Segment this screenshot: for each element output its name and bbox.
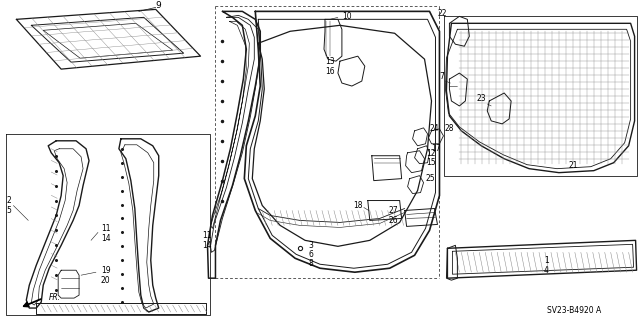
Text: 24: 24 xyxy=(429,124,439,133)
Text: 18: 18 xyxy=(353,201,363,210)
Text: 19: 19 xyxy=(101,266,111,275)
Text: 20: 20 xyxy=(101,276,111,285)
Text: FR.: FR. xyxy=(49,293,61,301)
Text: 9: 9 xyxy=(156,1,161,10)
Text: 14: 14 xyxy=(101,234,111,243)
Text: 7: 7 xyxy=(440,71,444,81)
Text: 17: 17 xyxy=(431,144,441,153)
Text: 12: 12 xyxy=(426,149,436,158)
Text: 5: 5 xyxy=(6,206,12,215)
Text: 11: 11 xyxy=(202,231,212,240)
Text: 1: 1 xyxy=(544,256,548,265)
Text: 14: 14 xyxy=(202,241,212,250)
Text: 16: 16 xyxy=(325,67,335,76)
Text: 26: 26 xyxy=(388,216,397,225)
Text: 23: 23 xyxy=(477,94,486,103)
Text: SV23-B4920 A: SV23-B4920 A xyxy=(547,306,601,315)
Text: 3: 3 xyxy=(308,241,313,250)
Text: 15: 15 xyxy=(426,158,436,167)
Text: 13: 13 xyxy=(325,57,335,66)
Text: 4: 4 xyxy=(544,266,549,275)
Text: 6: 6 xyxy=(308,250,313,259)
Text: 2: 2 xyxy=(6,196,11,205)
Text: 8: 8 xyxy=(308,259,313,268)
Text: 25: 25 xyxy=(426,174,435,183)
Text: 28: 28 xyxy=(444,124,454,133)
Text: 10: 10 xyxy=(342,12,351,21)
Text: 27: 27 xyxy=(388,206,397,215)
Text: 22: 22 xyxy=(438,9,447,18)
Text: 21: 21 xyxy=(569,161,579,170)
Text: 11: 11 xyxy=(101,224,111,233)
